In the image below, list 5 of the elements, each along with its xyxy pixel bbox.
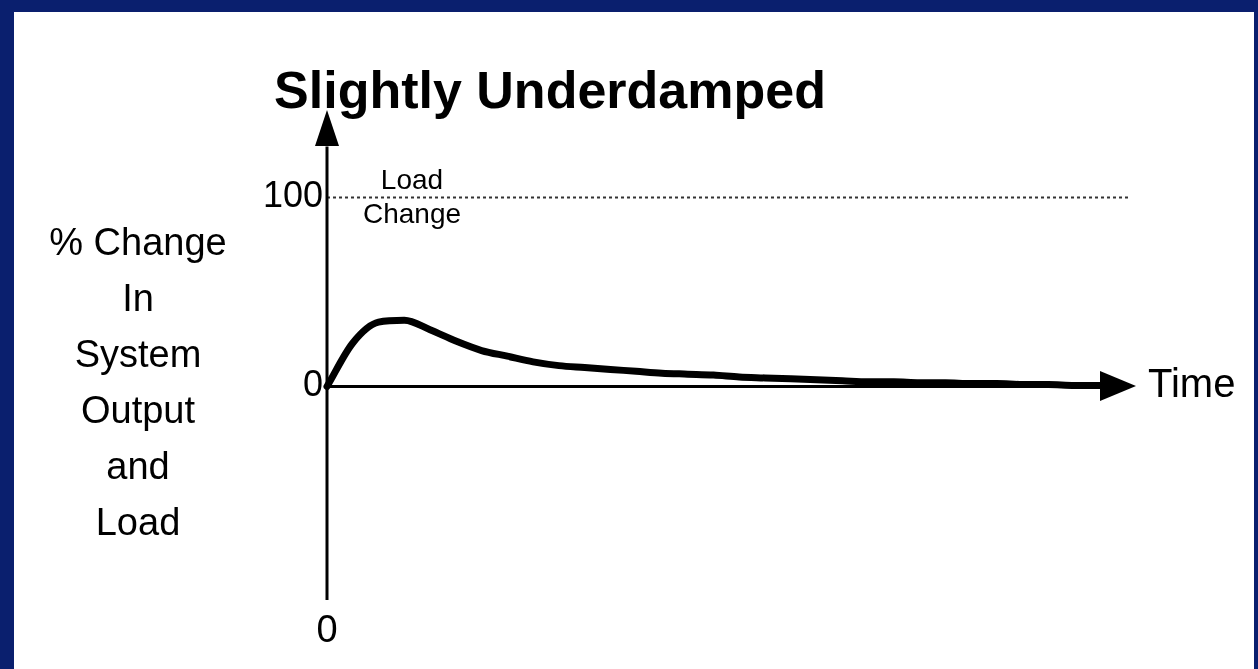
ref-line-label: Load Change [362,164,462,230]
x-axis-title: Time [1148,361,1236,406]
y-tick-label: 100 [262,174,323,216]
chart-title: Slightly Underdamped [274,60,826,119]
y-axis-title: % Change In System Output and Load [49,221,227,544]
